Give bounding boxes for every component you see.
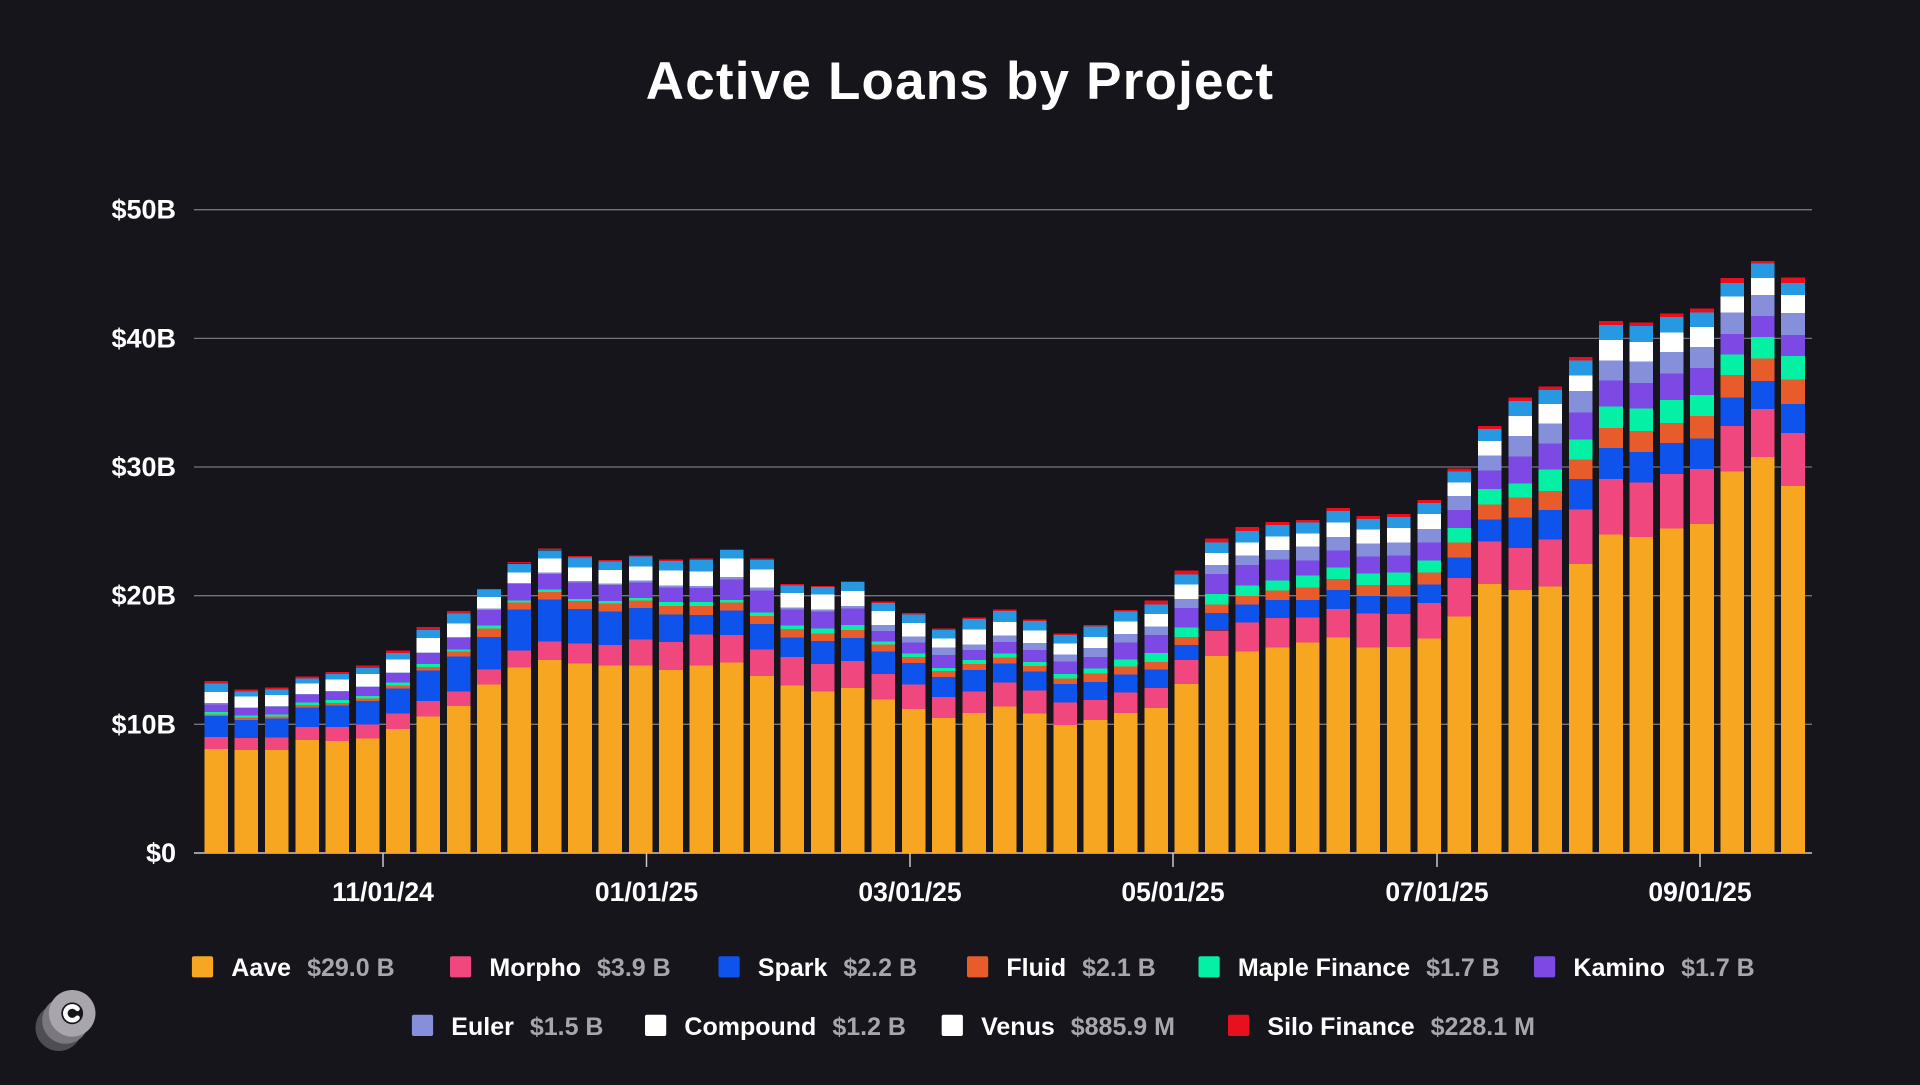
svg-text:$30B: $30B	[111, 452, 176, 482]
svg-text:$0: $0	[146, 838, 176, 868]
svg-text:$20B: $20B	[111, 581, 176, 611]
svg-text:Maple Finance$1.7 B: Maple Finance $1.7 B	[1238, 954, 1500, 982]
svg-text:01/01/25: 01/01/25	[595, 877, 698, 907]
svg-text:Venus$885.9 M: Venus $885.9 M	[981, 1013, 1175, 1041]
svg-text:11/01/24: 11/01/24	[332, 877, 434, 907]
svg-text:03/01/25: 03/01/25	[858, 877, 961, 907]
svg-text:09/01/25: 09/01/25	[1648, 877, 1751, 907]
svg-text:05/01/25: 05/01/25	[1121, 877, 1224, 907]
svg-text:Silo Finance$228.1 M: Silo Finance $228.1 M	[1267, 1013, 1535, 1041]
svg-text:$10B: $10B	[111, 709, 176, 739]
svg-text:Compound$1.2 B: Compound $1.2 B	[684, 1013, 906, 1041]
svg-text:Kamino$1.7 B: Kamino $1.7 B	[1573, 954, 1754, 982]
svg-text:Active Loans by Project: Active Loans by Project	[646, 52, 1274, 111]
svg-text:Aave$29.0 B: Aave $29.0 B	[231, 954, 394, 982]
svg-text:07/01/25: 07/01/25	[1385, 877, 1488, 907]
svg-text:Morpho$3.9 B: Morpho $3.9 B	[489, 954, 670, 982]
svg-text:$50B: $50B	[111, 195, 176, 225]
svg-text:$40B: $40B	[111, 323, 176, 353]
